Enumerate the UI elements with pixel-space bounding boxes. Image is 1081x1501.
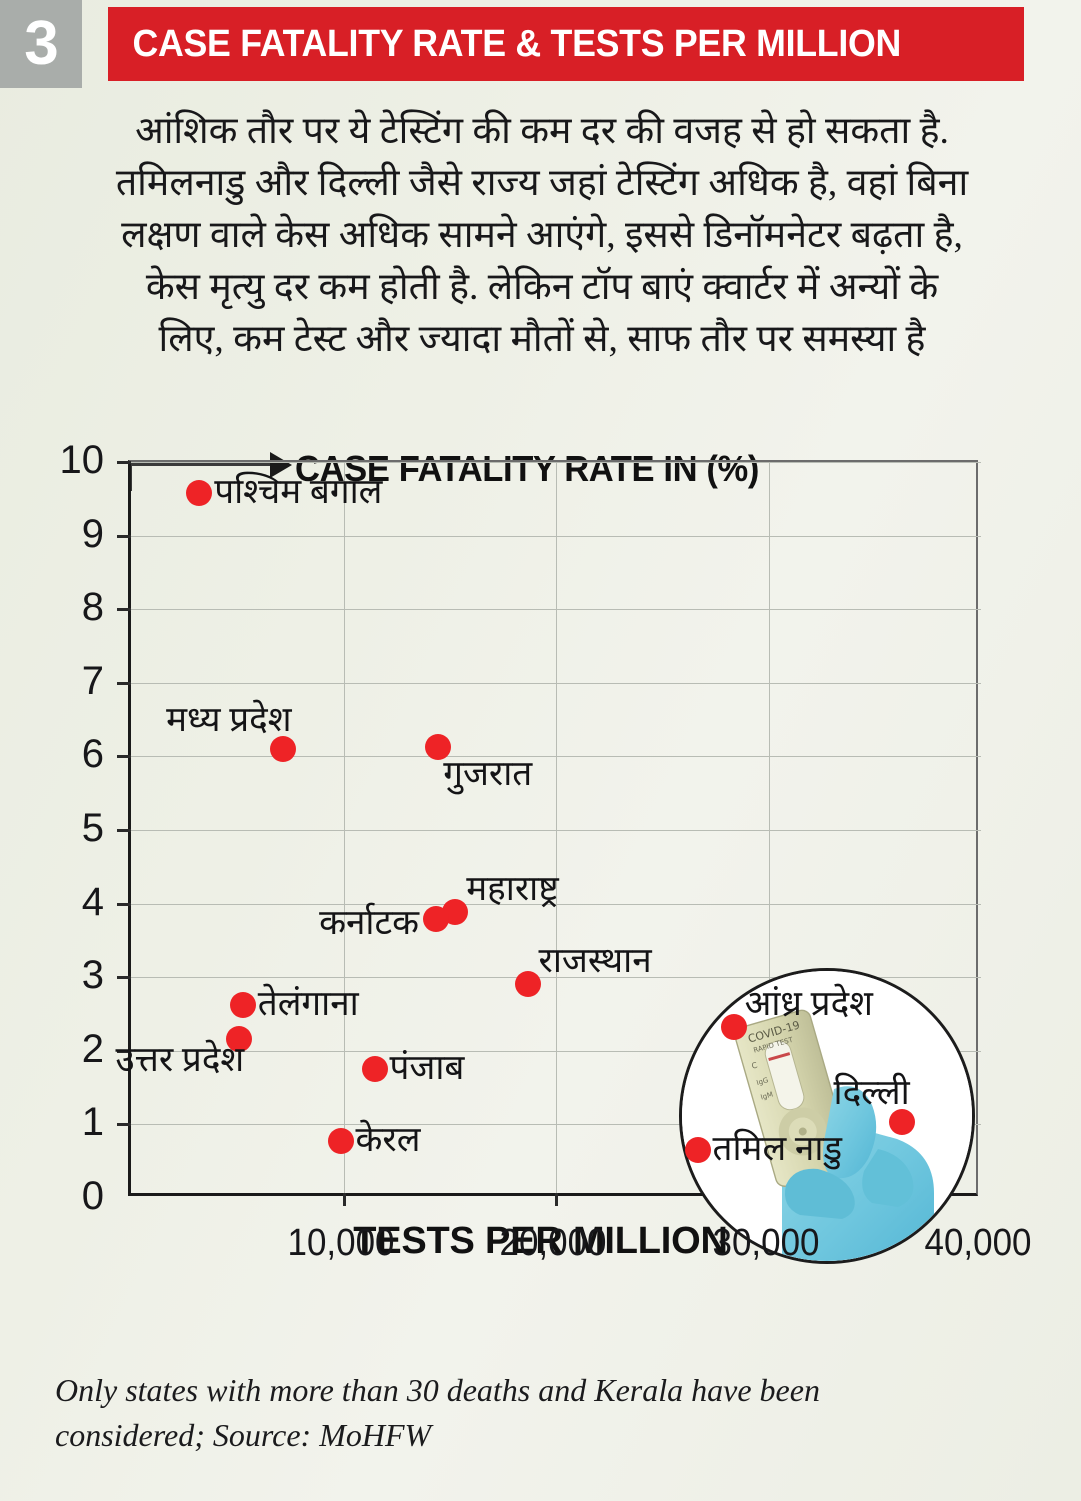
y-axis-tick (117, 902, 131, 906)
data-point-label: मध्य प्रदेश (166, 700, 292, 740)
title-bar: CASE FATALITY RATE & TESTS PER MILLION (108, 7, 1024, 81)
svg-text:IgG: IgG (756, 1076, 770, 1087)
data-point-label: गुजरात (443, 754, 533, 794)
x-axis-title: TESTS PER MILLION (353, 1220, 728, 1262)
scatter-chart: CASE FATALITY RATE IN (%) (0, 430, 1081, 1264)
svg-text:C: C (751, 1060, 759, 1070)
data-point-label: दिल्ली (833, 1073, 910, 1113)
plot-area (117, 460, 981, 1206)
data-point[interactable] (514, 971, 541, 998)
data-point[interactable] (423, 905, 450, 932)
data-point-label: पश्चिम बंगाल (214, 472, 383, 512)
data-point-label: आंध्र प्रदेश (744, 983, 873, 1023)
data-point[interactable] (720, 1013, 747, 1040)
data-point-label: तेलंगाना (257, 983, 359, 1023)
axis-pointer-line (129, 463, 275, 466)
page-title: CASE FATALITY RATE & TESTS PER MILLION (132, 22, 901, 65)
data-point[interactable] (684, 1136, 711, 1163)
y-axis-tick (117, 1123, 131, 1127)
page-header: 3 CASE FATALITY RATE & TESTS PER MILLION (0, 0, 1081, 92)
footnote: Only states with more than 30 deaths and… (55, 1368, 1045, 1458)
section-number-badge: 3 (0, 0, 82, 88)
x-axis-tick (342, 1193, 346, 1206)
x-axis-label: 20,000 (499, 1222, 607, 1264)
y-axis-tick (117, 976, 131, 980)
data-point-label: केरल (355, 1119, 421, 1159)
paragraph-line: आंशिक तौर पर ये टेस्टिंग की कम दर की वजह… (135, 111, 949, 152)
test-kit-photo: COVID-19 RAPID TEST C IgG IgM (679, 968, 975, 1264)
data-point-label: उत्तर प्रदेश (115, 1040, 245, 1080)
y-axis-tick (117, 534, 131, 538)
paragraph-line: केस मृत्यु दर कम होती है. लेकिन टॉप बाएं… (145, 267, 939, 308)
footnote-line: considered; Source: MoHFW (55, 1417, 432, 1453)
data-point[interactable] (327, 1127, 354, 1154)
footnote-line: Only states with more than 30 deaths and… (55, 1372, 820, 1408)
grid-line-vertical (556, 462, 557, 1198)
y-axis-label: 10 (59, 438, 105, 482)
y-axis-tick (117, 755, 131, 759)
grid-line-vertical (343, 462, 345, 1198)
y-axis-label: 2 (81, 1026, 104, 1071)
data-point-label: तमिल नाडु (712, 1128, 843, 1168)
y-axis-tick (117, 829, 131, 832)
svg-text:IgM: IgM (760, 1090, 774, 1101)
data-point-label: कर्नाटक (319, 902, 420, 942)
paragraph-line: लक्षण वाले केस अधिक सामने आएंगे, इससे डि… (121, 215, 963, 256)
y-axis-label: 4 (81, 879, 104, 924)
paragraph-line: तमिलनाडु और दिल्ली जैसे राज्य जहां टेस्ट… (115, 163, 969, 204)
data-point-label: पंजाब (389, 1048, 465, 1088)
data-point[interactable] (225, 1026, 252, 1053)
x-axis-label: 10,000 (287, 1222, 394, 1264)
data-point[interactable] (270, 736, 297, 763)
data-point[interactable] (229, 991, 256, 1018)
y-axis-label: 5 (81, 806, 104, 850)
y-axis-label: 9 (81, 511, 104, 556)
arrow-right-icon (270, 452, 292, 478)
y-axis-label: 1 (81, 1100, 104, 1145)
y-axis-label: 6 (81, 732, 104, 777)
data-point[interactable] (425, 734, 452, 761)
y-axis-label: 3 (81, 953, 104, 998)
grid-line-vertical (768, 462, 770, 1198)
x-axis-label: 40,000 (924, 1222, 1032, 1264)
y-axis-label: 0 (81, 1174, 104, 1218)
section-number: 3 (24, 9, 58, 78)
y-axis-tick (117, 608, 131, 612)
data-point-label: राजस्थान (538, 941, 652, 981)
y-axis-tick (117, 461, 131, 464)
data-point[interactable] (186, 480, 213, 507)
paragraph-line: लिए, कम टेस्ट और ज्यादा मौतों से, साफ तौ… (158, 319, 926, 360)
y-axis-tick (117, 1049, 131, 1053)
y-axis-tick (117, 681, 131, 685)
data-point[interactable] (888, 1109, 915, 1136)
data-point[interactable] (361, 1056, 388, 1083)
y-axis-label: 7 (81, 658, 104, 703)
x-axis-tick (555, 1193, 558, 1206)
gloved-hand-icon: COVID-19 RAPID TEST C IgG IgM (682, 971, 972, 1261)
body-paragraph: आंशिक तौर पर ये टेस्टिंग की कम दर की वजह… (56, 106, 1028, 366)
x-axis-label: 30,000 (712, 1222, 819, 1264)
data-point-label: महाराष्ट्र (466, 868, 559, 908)
y-axis-label: 8 (81, 585, 104, 630)
chart-title: CASE FATALITY RATE IN (%) (295, 448, 760, 489)
